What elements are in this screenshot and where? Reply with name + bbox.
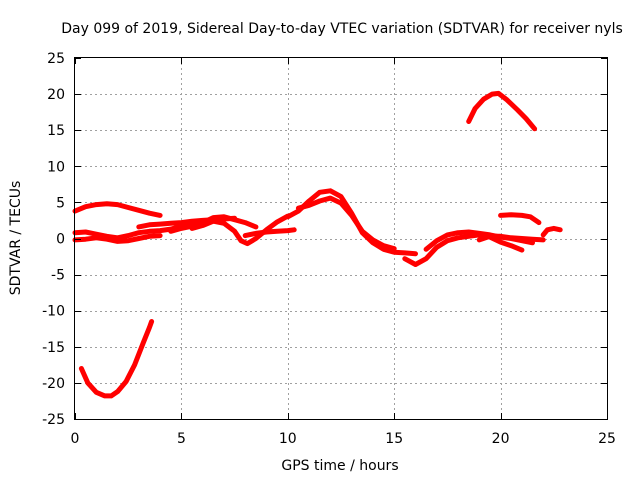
series-layer	[72, 90, 563, 399]
y-tick-label: -15	[42, 340, 65, 356]
chart-title: Day 099 of 2019, Sidereal Day-to-day VTE…	[61, 21, 623, 37]
y-tick-label: 0	[56, 232, 65, 248]
y-tick-label: 5	[56, 195, 65, 211]
series-arc-hump	[285, 188, 418, 257]
series-arc-mid-3	[189, 213, 291, 247]
y-tick-label: -10	[42, 304, 65, 320]
y-tick-label: -20	[42, 376, 65, 392]
series-arc-mid-2	[168, 214, 259, 234]
series-arc-peak-20	[466, 90, 538, 132]
series-arc-mid-4	[242, 227, 297, 239]
y-tick-label: -25	[42, 412, 65, 428]
x-tick-label: 10	[279, 431, 297, 447]
axis-ticks: 0 5 10 15 20 25 -25 -20 -15 -10 -5 0 5 10 15 20 25	[42, 51, 616, 447]
x-tick-label: 0	[71, 431, 80, 447]
y-tick-label: -5	[51, 268, 65, 284]
series-arc-right-tail	[540, 225, 563, 238]
x-tick-label: 5	[177, 431, 186, 447]
series-arc-hump-2	[295, 195, 397, 252]
y-tick-label: 15	[47, 123, 65, 139]
series-arc-low-left-2	[72, 233, 163, 244]
y-tick-label: 10	[47, 159, 65, 175]
plot-frame	[74, 57, 608, 420]
series-arc-right-upper	[498, 212, 542, 226]
series-arc-right-valley	[402, 232, 525, 267]
series-arc-negative-dip	[78, 319, 155, 399]
x-tick-label: 25	[598, 431, 616, 447]
series-arc-upper-left	[72, 201, 163, 218]
y-axis-label: SDTVAR / TECUs	[8, 181, 24, 296]
x-tick-label: 20	[492, 431, 510, 447]
y-tick-label: 20	[47, 87, 65, 103]
y-tick-label: 25	[47, 51, 65, 67]
x-tick-label: 15	[385, 431, 403, 447]
x-axis-label: GPS time / hours	[281, 458, 398, 474]
series-arc-right-flat	[476, 233, 546, 243]
